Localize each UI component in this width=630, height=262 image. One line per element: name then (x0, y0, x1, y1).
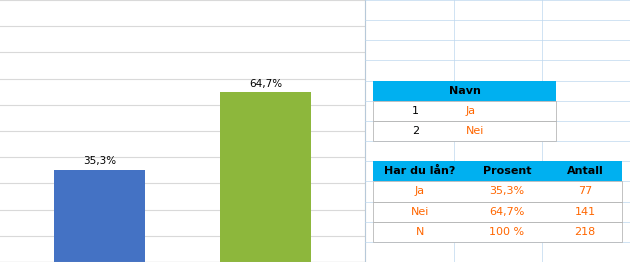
FancyBboxPatch shape (374, 201, 622, 222)
Bar (220, 92, 311, 262)
Text: 64,7%: 64,7% (490, 207, 525, 217)
Text: Antall: Antall (566, 166, 604, 176)
Text: N: N (415, 227, 424, 237)
FancyBboxPatch shape (374, 161, 622, 181)
Text: Ja: Ja (466, 106, 476, 116)
Text: 64,7%: 64,7% (249, 79, 282, 89)
Text: Navn: Navn (449, 86, 481, 96)
Text: Har du lån?: Har du lån? (384, 166, 455, 176)
Text: 100 %: 100 % (490, 227, 525, 237)
FancyBboxPatch shape (374, 101, 556, 121)
FancyBboxPatch shape (374, 181, 622, 201)
Text: 2: 2 (412, 126, 419, 136)
Text: Nei: Nei (466, 126, 484, 136)
FancyBboxPatch shape (374, 81, 556, 101)
Text: 35,3%: 35,3% (490, 187, 525, 196)
Text: 35,3%: 35,3% (83, 156, 116, 166)
FancyBboxPatch shape (374, 222, 622, 242)
Text: 1: 1 (412, 106, 419, 116)
Text: 141: 141 (575, 207, 595, 217)
Text: 218: 218 (575, 227, 595, 237)
Text: Ja: Ja (415, 187, 425, 196)
Bar (54, 170, 146, 262)
Text: 77: 77 (578, 187, 592, 196)
Text: Prosent: Prosent (483, 166, 531, 176)
FancyBboxPatch shape (374, 121, 556, 141)
Text: Nei: Nei (411, 207, 429, 217)
